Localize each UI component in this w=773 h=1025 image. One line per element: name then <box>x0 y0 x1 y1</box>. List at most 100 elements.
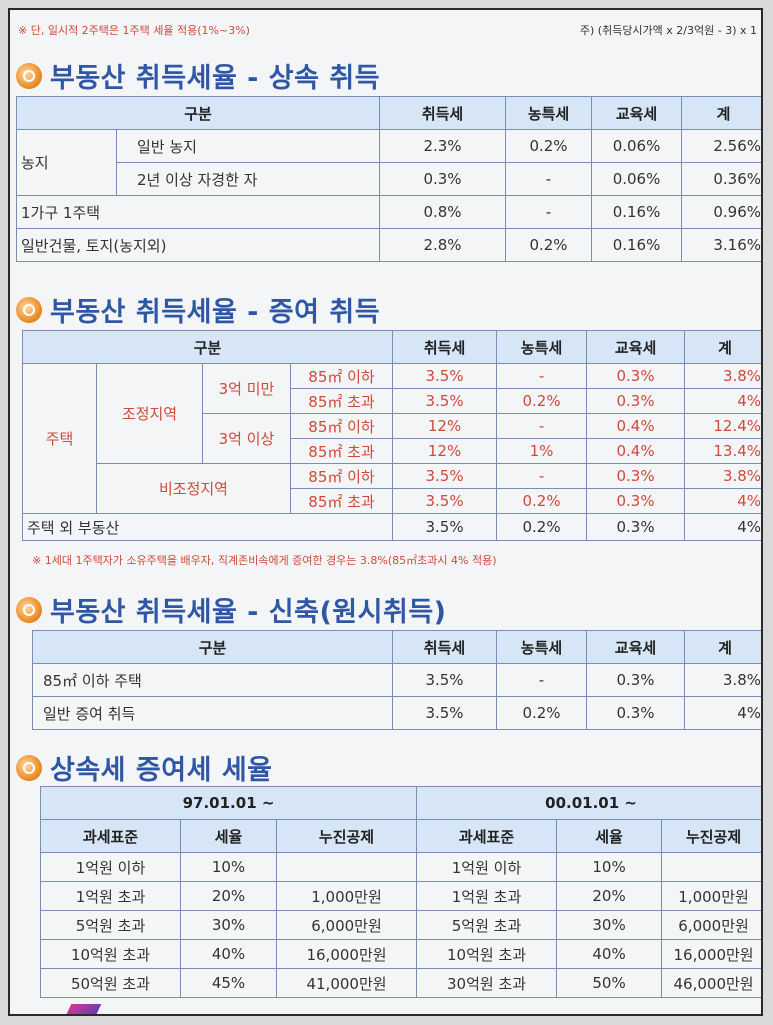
cell-farm: 0.2% <box>496 388 588 414</box>
cell-total: 0.36% <box>681 162 761 196</box>
gift-table: 구분 취득세 농특세 교육세 계 주택 조정지역 3억 미만 85㎡ 이하 3.… <box>21 330 761 541</box>
gift-footnote: ※ 1세대 1주택자가 소유주택을 배우자, 직계존비속에게 증여한 경우는 3… <box>32 554 497 567</box>
header-category: 구분 <box>15 96 381 130</box>
top-right-note: 주) (취득당시가액 x 2/3억원 - 3) x 1 <box>579 24 757 37</box>
header-total: 계 <box>684 330 761 364</box>
table-row: 3억 이상 85㎡ 이하 12% - 0.4% 12.4% <box>23 413 761 464</box>
cell-base: 1억원 초과 <box>40 881 181 911</box>
table-header-row: 구분 취득세 농특세 교육세 계 <box>21 330 761 364</box>
cell-rate: 30% <box>180 910 277 940</box>
cell-base: 30억원 초과 <box>416 968 558 998</box>
size-label: 85㎡ 초과 <box>289 388 394 414</box>
cell-edu: 0.3% <box>586 363 686 389</box>
table-row: 1가구 1주택 0.8% - 0.16% 0.96% <box>15 195 761 229</box>
row-sub-label: 일반 농지 <box>115 129 381 163</box>
section-new-build-title: 부동산 취득세율 - 신축(원시취득) <box>16 590 447 629</box>
cell-deduction: 1,000만원 <box>661 881 761 911</box>
cell-deduction: 16,000만원 <box>661 939 761 969</box>
table-header-row: 구분 취득세 농특세 교육세 계 <box>15 96 761 130</box>
cell-acq: 0.8% <box>379 195 507 229</box>
cell-base: 5억원 초과 <box>416 910 558 940</box>
cell-acq: 3.5% <box>392 363 498 389</box>
cell-farm: - <box>505 195 593 229</box>
cell-rate: 20% <box>180 881 277 911</box>
table-row: 일반 증여 취득 3.5% 0.2% 0.3% 4% <box>32 696 761 730</box>
cell-base: 5억원 초과 <box>40 910 181 940</box>
cell-total: 4% <box>684 696 761 730</box>
cell-acq: 3.5% <box>392 696 497 730</box>
header-rate: 세율 <box>180 819 277 853</box>
size-label: 85㎡ 이하 <box>289 363 394 389</box>
over-3eok-label: 3억 이상 <box>202 413 291 464</box>
header-farm-tax: 농특세 <box>505 96 593 130</box>
cell-rate: 30% <box>556 910 663 940</box>
table-row: 85㎡ 초과 3.5% 0.2% 0.3% 4% <box>23 388 761 414</box>
cell-deduction: 6,000만원 <box>661 910 761 940</box>
magnifier-bullet-icon <box>16 296 42 323</box>
cell-rate: 50% <box>556 968 663 998</box>
cell-edu: 0.16% <box>591 228 683 262</box>
row-label: 일반 증여 취득 <box>32 696 393 730</box>
under-3eok-label: 3억 미만 <box>202 363 291 414</box>
cell-deduction: 6,000만원 <box>275 910 418 940</box>
cell-deduction: 1,000만원 <box>275 881 418 911</box>
cell-base: 1억원 초과 <box>416 881 558 911</box>
row-label: 일반건물, 토지(농지외) <box>15 228 381 262</box>
non-adjusted-area-label: 비조정지역 <box>96 463 291 514</box>
cell-edu: 0.3% <box>586 513 686 541</box>
cell-farm: 0.2% <box>505 129 593 163</box>
cell-acq: 12% <box>392 413 498 439</box>
table-row: 85㎡ 이하 주택 3.5% - 0.3% 3.8% <box>32 663 761 697</box>
size-label: 85㎡ 이하 <box>289 413 394 439</box>
cell-deduction <box>661 852 761 882</box>
other-property-label: 주택 외 부동산 <box>21 513 394 541</box>
cell-edu: 0.4% <box>586 413 686 439</box>
cell-acq: 3.5% <box>392 488 498 514</box>
cell-farm: 0.2% <box>505 228 593 262</box>
cell-farm: - <box>496 463 588 489</box>
period-right: 00.01.01 ~ <box>416 786 761 820</box>
cell-total: 4% <box>684 388 761 414</box>
table-row: 1억원 초과 20% 1,000만원 1억원 초과 20% 1,000만원 <box>40 881 761 911</box>
cell-total: 13.4% <box>684 438 761 464</box>
cell-base: 1억원 이하 <box>40 852 181 882</box>
cell-total: 4% <box>684 513 761 541</box>
cell-farm: 1% <box>496 438 588 464</box>
cell-edu: 0.16% <box>591 195 683 229</box>
header-acquisition-tax: 취득세 <box>379 96 507 130</box>
header-total: 계 <box>681 96 761 130</box>
cell-rate: 20% <box>556 881 663 911</box>
cell-rate: 10% <box>556 852 663 882</box>
period-left: 97.01.01 ~ <box>39 786 418 820</box>
table-row: 85㎡ 초과 3.5% 0.2% 0.3% 4% <box>23 488 761 514</box>
row-label: 85㎡ 이하 주택 <box>32 663 393 697</box>
house-label: 주택 <box>22 363 97 514</box>
farmland-label: 농지 <box>16 129 117 196</box>
period-header-row: 97.01.01 ~ 00.01.01 ~ <box>39 786 761 820</box>
table-row: 10억원 초과 40% 16,000만원 10억원 초과 40% 16,000만… <box>40 939 761 969</box>
header-category: 구분 <box>32 630 393 664</box>
table-row: 일반건물, 토지(농지외) 2.8% 0.2% 0.16% 3.16% <box>15 228 761 262</box>
cell-farm: 0.2% <box>496 488 588 514</box>
table-row: 50억원 초과 45% 41,000만원 30억원 초과 50% 46,000만… <box>40 968 761 998</box>
tax-rate-document: ※ 단, 일시적 2주택은 1주택 세율 적용(1%~3%) 주) (취득당시가… <box>8 8 763 1016</box>
header-acquisition-tax: 취득세 <box>392 330 498 364</box>
cell-total: 3.8% <box>684 363 761 389</box>
brand-logo-fragment <box>64 1004 102 1014</box>
cell-total: 0.96% <box>681 195 761 229</box>
cell-farm: - <box>505 162 593 196</box>
cell-deduction: 41,000만원 <box>275 968 418 998</box>
row-sub-label: 2년 이상 자경한 자 <box>115 162 381 196</box>
cell-rate: 40% <box>556 939 663 969</box>
magnifier-bullet-icon <box>16 62 42 89</box>
cell-rate: 10% <box>180 852 277 882</box>
section-inheritance-title: 부동산 취득세율 - 상속 취득 <box>16 56 380 95</box>
cell-total: 3.8% <box>684 463 761 489</box>
cell-base: 50억원 초과 <box>40 968 181 998</box>
cell-base: 10억원 초과 <box>416 939 558 969</box>
section-inheritance-gift-rate-title: 상속세 증여세 세율 <box>16 748 273 787</box>
table-row: 1억원 이하 10% 1억원 이하 10% <box>40 852 761 882</box>
cell-total: 4% <box>684 488 761 514</box>
adjusted-area-label: 조정지역 <box>96 363 203 464</box>
size-label: 85㎡ 초과 <box>289 438 394 464</box>
